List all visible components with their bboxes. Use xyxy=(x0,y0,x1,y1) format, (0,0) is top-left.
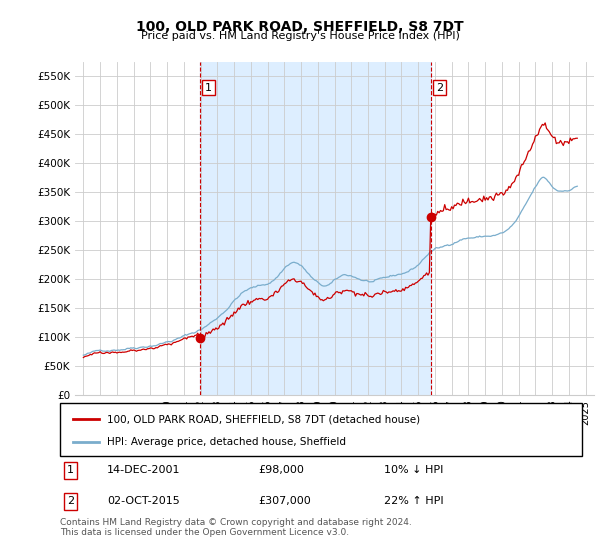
Text: £98,000: £98,000 xyxy=(259,465,304,475)
Text: HPI: Average price, detached house, Sheffield: HPI: Average price, detached house, Shef… xyxy=(107,436,346,446)
Text: Contains HM Land Registry data © Crown copyright and database right 2024.
This d: Contains HM Land Registry data © Crown c… xyxy=(60,518,412,538)
Text: 10% ↓ HPI: 10% ↓ HPI xyxy=(383,465,443,475)
Bar xyxy=(200,62,431,395)
Text: 22% ↑ HPI: 22% ↑ HPI xyxy=(383,496,443,506)
Text: Price paid vs. HM Land Registry's House Price Index (HPI): Price paid vs. HM Land Registry's House … xyxy=(140,31,460,41)
Text: 14-DEC-2001: 14-DEC-2001 xyxy=(107,465,181,475)
Text: 1: 1 xyxy=(205,83,212,92)
Text: 100, OLD PARK ROAD, SHEFFIELD, S8 7DT (detached house): 100, OLD PARK ROAD, SHEFFIELD, S8 7DT (d… xyxy=(107,414,420,424)
Text: 100, OLD PARK ROAD, SHEFFIELD, S8 7DT: 100, OLD PARK ROAD, SHEFFIELD, S8 7DT xyxy=(136,20,464,34)
Text: 1: 1 xyxy=(67,465,74,475)
Text: 02-OCT-2015: 02-OCT-2015 xyxy=(107,496,180,506)
Text: 2: 2 xyxy=(67,496,74,506)
Text: £307,000: £307,000 xyxy=(259,496,311,506)
Text: 2: 2 xyxy=(436,83,443,92)
